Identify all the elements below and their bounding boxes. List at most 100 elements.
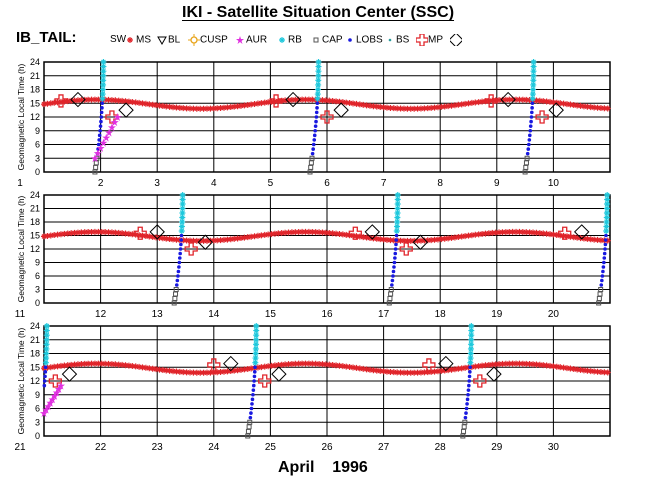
- ms-point: [91, 360, 98, 367]
- ms-point: [550, 363, 557, 370]
- pass-point: [387, 296, 393, 301]
- pass-point: [42, 379, 47, 383]
- ms-point: [231, 103, 238, 110]
- pass-point: [388, 287, 394, 292]
- ms-point: [356, 365, 363, 372]
- ms-point: [479, 230, 486, 237]
- ms-point: [112, 361, 119, 368]
- ms-point: [258, 232, 265, 239]
- mp-point: [558, 226, 572, 240]
- pass-point: [528, 124, 533, 128]
- pass-point: [172, 296, 178, 301]
- legend-label: CUSP: [200, 34, 228, 46]
- ms-point: [356, 101, 363, 108]
- ms-point: [224, 236, 231, 243]
- ms-point: [85, 96, 92, 103]
- ms-point: [78, 361, 85, 368]
- ms-point: [431, 236, 438, 243]
- pass-point: [468, 323, 475, 329]
- legend-item: RB: [276, 34, 302, 46]
- ms-point: [540, 98, 547, 105]
- pass-point: [43, 341, 50, 348]
- ms-point: [265, 363, 272, 370]
- x-tick-label: 15: [265, 309, 277, 320]
- legend-item: CUSP: [188, 34, 228, 46]
- ms-point: [112, 229, 119, 236]
- pass-point: [394, 196, 401, 203]
- pass-point: [252, 345, 259, 352]
- x-tick-label: 6: [324, 178, 330, 189]
- mp-point: [399, 242, 413, 256]
- ms-point: [146, 101, 153, 108]
- pass-point: [530, 63, 537, 70]
- ms-point: [57, 362, 64, 369]
- ms-point: [431, 368, 438, 375]
- page-title: IKI - Satellite Situation Center (SSC): [182, 4, 455, 21]
- ms-point: [553, 231, 560, 238]
- ms-point: [271, 230, 278, 237]
- ms-point: [533, 97, 540, 104]
- ms-point: [292, 360, 299, 367]
- ms-point: [563, 365, 570, 372]
- pass-point: [179, 205, 186, 212]
- pass-point: [179, 192, 186, 198]
- ms-point: [329, 361, 336, 368]
- pass-point: [252, 370, 257, 374]
- ms-point: [68, 230, 75, 237]
- y-tick-label: 12: [30, 376, 40, 386]
- ms-point: [496, 229, 503, 236]
- pass-point: [100, 72, 107, 79]
- ms-point: [285, 229, 292, 236]
- ms-point: [41, 365, 47, 372]
- ms-point: [604, 105, 611, 112]
- ms-point: [316, 360, 323, 367]
- ms-point: [580, 367, 587, 374]
- pass-point: [249, 411, 253, 415]
- ms-point: [265, 99, 272, 106]
- ms-point: [475, 231, 482, 238]
- pass-point: [100, 106, 104, 110]
- ms-point: [370, 103, 377, 110]
- ms-point: [129, 231, 136, 238]
- ms-point: [88, 96, 95, 103]
- ms-point: [489, 229, 496, 236]
- ms-point: [458, 101, 465, 108]
- y-tick-label: 12: [30, 244, 40, 254]
- aur-point: [102, 133, 111, 142]
- ms-point: [468, 99, 475, 106]
- mp-point: [258, 374, 272, 388]
- ms-point: [170, 236, 177, 243]
- pass-point: [253, 332, 260, 339]
- y-tick-label: 0: [35, 298, 40, 308]
- pass-point: [179, 196, 186, 203]
- ms-point: [570, 102, 577, 109]
- legend-item: MS: [124, 34, 151, 46]
- ms-point: [108, 361, 115, 368]
- y-tick-label: 24: [30, 57, 40, 67]
- mp-point: [535, 110, 549, 124]
- pass-point: [394, 201, 401, 207]
- pass-point: [253, 365, 257, 370]
- ms-point: [424, 369, 431, 376]
- ms-point: [322, 229, 329, 236]
- pass-point: [251, 388, 256, 392]
- ms-point: [197, 105, 204, 112]
- ms-point: [142, 233, 149, 240]
- ms-point: [319, 361, 326, 368]
- x-tick-label: 13: [152, 309, 164, 320]
- pass-point: [529, 95, 536, 102]
- ms-point: [523, 229, 530, 236]
- ms-point: [343, 99, 350, 106]
- ms-point: [499, 229, 506, 236]
- x-tick-label: 17: [378, 309, 390, 320]
- y-tick-label: 3: [35, 417, 40, 427]
- ms-point: [183, 105, 190, 112]
- small-dot-icon: [388, 38, 392, 42]
- ms-point: [278, 230, 285, 237]
- ms-point: [492, 229, 499, 236]
- legend-item: AUR: [234, 34, 267, 46]
- aur-point: [110, 118, 119, 127]
- ms-point: [136, 99, 143, 106]
- mp-point: [473, 374, 487, 388]
